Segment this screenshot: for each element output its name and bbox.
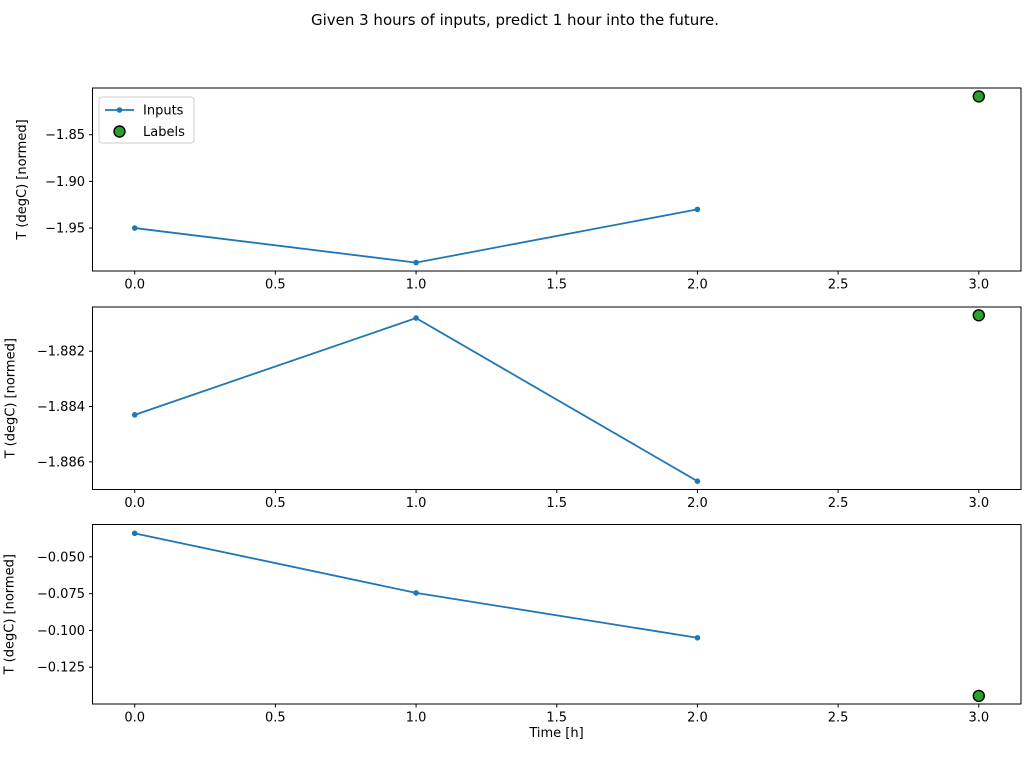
inputs-point xyxy=(413,315,419,321)
x-tick-label: 0.0 xyxy=(124,278,145,293)
inputs-line xyxy=(133,208,699,264)
inputs-point xyxy=(694,206,701,213)
y-axis-label: T (degC) [normed] xyxy=(15,119,30,240)
axes-frame xyxy=(92,306,1022,490)
axes-frame xyxy=(92,524,1022,705)
legend-inputs-marker xyxy=(116,107,123,113)
x-tick-label: 1.5 xyxy=(546,711,567,726)
labels-point xyxy=(972,689,985,703)
x-tick-label: 0.0 xyxy=(124,711,145,726)
x-tick-label: 3.0 xyxy=(968,711,989,726)
labels-point xyxy=(972,309,985,322)
inputs-line xyxy=(133,532,699,639)
inputs-point xyxy=(131,530,138,537)
inputs-point xyxy=(131,412,138,418)
y-axis-label: T (degC) [normed] xyxy=(3,554,18,675)
x-tick-label: 3.0 xyxy=(968,278,989,293)
y-tick-label: −0.125 xyxy=(37,661,85,676)
axes-frame xyxy=(92,87,1022,272)
y-tick-label: −0.100 xyxy=(37,624,85,639)
y-tick-label: −0.075 xyxy=(37,587,85,602)
inputs-point xyxy=(694,478,701,485)
inputs-line xyxy=(133,317,699,483)
y-tick-label: −1.90 xyxy=(45,175,85,190)
y-tick-label: −0.050 xyxy=(37,550,85,565)
legend: Inputs Labels xyxy=(98,96,195,144)
x-tick-label: 0.5 xyxy=(265,278,286,293)
x-tick-label: 1.0 xyxy=(406,496,427,511)
x-tick-label: 3.0 xyxy=(968,496,989,511)
legend-labels-marker xyxy=(113,125,126,138)
inputs-point xyxy=(694,634,701,641)
legend-inputs-label: Inputs xyxy=(143,104,184,119)
legend-item-labels: Labels xyxy=(113,125,185,140)
y-tick-label: −1.884 xyxy=(37,400,85,415)
x-tick-label: 2.0 xyxy=(687,278,708,293)
x-tick-label: 0.5 xyxy=(265,496,286,511)
y-tick-label: −1.886 xyxy=(37,455,85,470)
y-tick-label: −1.85 xyxy=(45,128,85,143)
legend-item-inputs: Inputs xyxy=(105,104,184,119)
labels-point xyxy=(972,90,985,103)
y-tick-label: −1.882 xyxy=(37,345,85,360)
inputs-point xyxy=(413,259,419,266)
x-tick-label: 1.0 xyxy=(406,711,427,726)
subplot-2: −1.882 −1.884 −1.886 0.0 0.5 1.0 1.5 2.0 2.5 3.0 T… xyxy=(4,306,1022,511)
subplot-1: −1.85 −1.90 −1.95 0.0 0.5 1.0 1.5 2.0 2.5 3.0 T (d… xyxy=(15,87,1022,293)
x-tick-label: 2.5 xyxy=(828,496,849,511)
x-axis-label: Time [h] xyxy=(529,726,584,741)
x-tick-label: 1.5 xyxy=(546,278,567,293)
x-tick-label: 1.0 xyxy=(406,278,427,293)
inputs-point xyxy=(413,590,419,596)
x-tick-label: 2.0 xyxy=(687,496,708,511)
y-tick-label: −1.95 xyxy=(45,222,85,237)
x-tick-label: 0.0 xyxy=(124,496,145,511)
figure-title: Given 3 hours of inputs, predict 1 hour … xyxy=(310,11,720,29)
subplot-3: −0.050 −0.075 −0.100 −0.125 0.0 0.5 1.0 1.5 2.0 2… xyxy=(3,524,1022,726)
y-axis-label: T (degC) [normed] xyxy=(4,338,19,459)
x-tick-label: 2.5 xyxy=(828,711,849,726)
x-tick-label: 2.5 xyxy=(828,278,849,293)
inputs-point xyxy=(131,225,138,231)
x-tick-label: 1.5 xyxy=(546,496,567,511)
x-tick-label: 0.5 xyxy=(265,711,286,726)
legend-labels-label: Labels xyxy=(143,125,185,140)
x-tick-label: 2.0 xyxy=(687,711,708,726)
